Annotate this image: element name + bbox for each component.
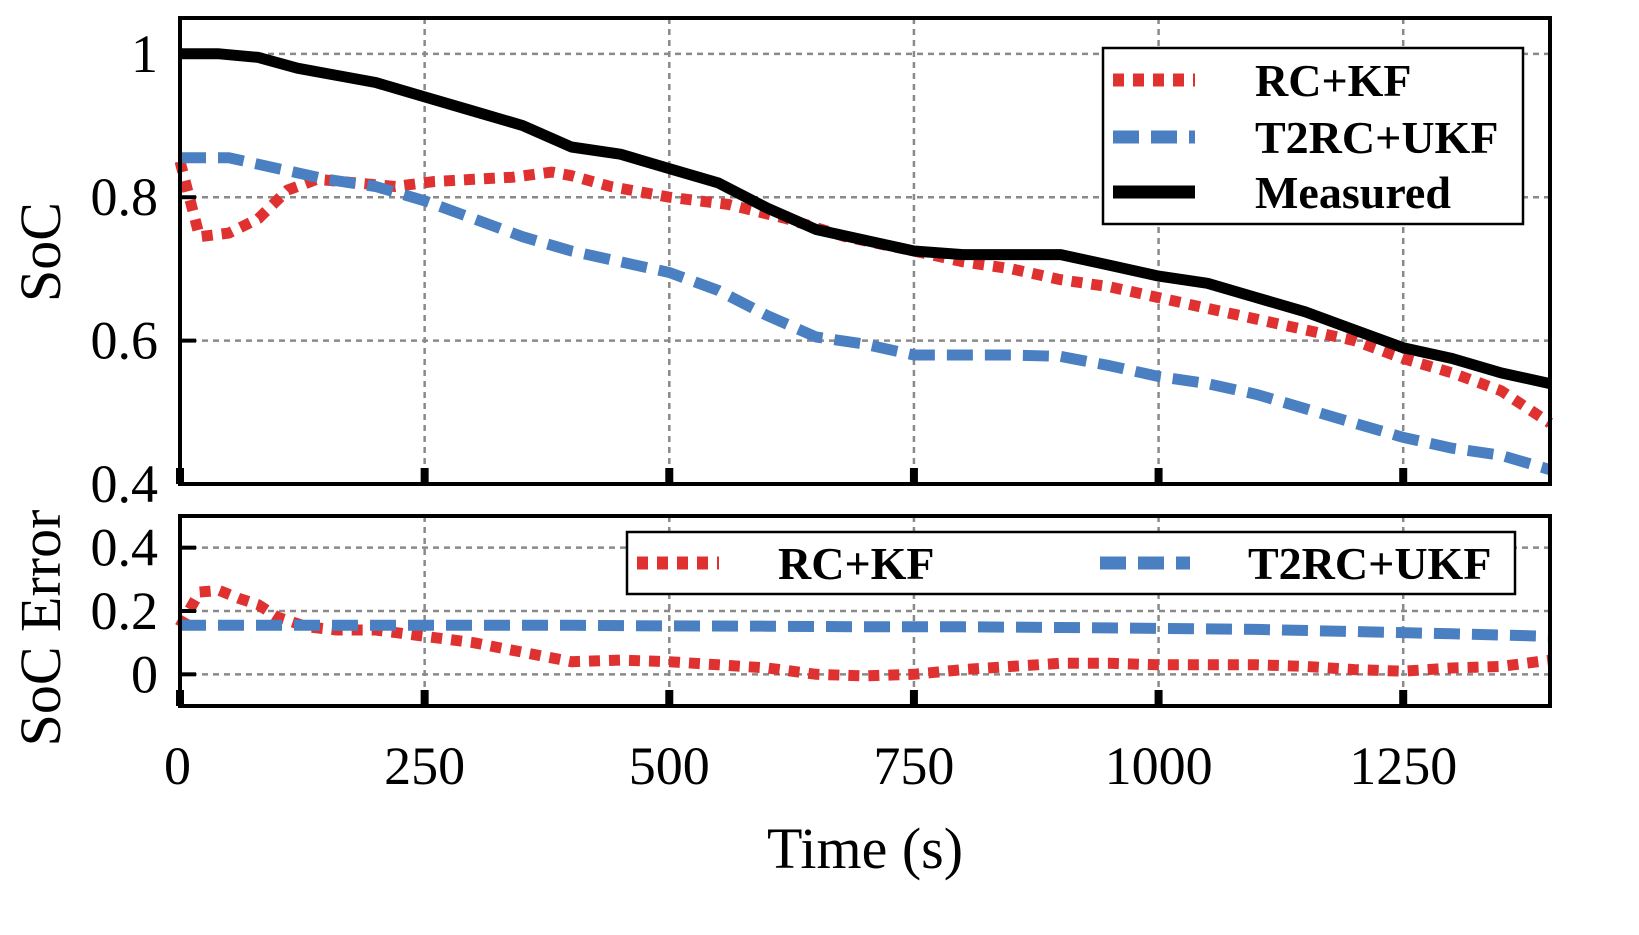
soc-error-xtick-label-250: 250 (384, 736, 465, 796)
soc-error-y-axis-title: SoC Error (8, 510, 73, 747)
soc-error-xtick-label-500: 500 (629, 736, 710, 796)
soc-error-ytick-label-0.4: 0.4 (91, 518, 159, 578)
soc-error-xtick-label-1000: 1000 (1105, 736, 1213, 796)
soc-error-xtick-label-750: 750 (873, 736, 954, 796)
x-axis-title: Time (s) (767, 816, 963, 881)
soc-ytick-label-0.4: 0.4 (91, 454, 159, 514)
soc-series-rc-kf (174, 160, 1554, 428)
soc-error-ytick-label-0.2: 0.2 (91, 581, 159, 641)
soc-ytick-label-0.6: 0.6 (91, 311, 159, 371)
legend-label-rc-kf: RC+KF (1255, 55, 1412, 106)
soc-error-legend: RC+KF T2RC+UKF (625, 530, 1517, 596)
soc-ticks: 0.4 0.6 0.8 1 (91, 24, 1408, 514)
soc-ytick-label-0.8: 0.8 (91, 167, 159, 227)
soc-legend: RC+KF T2RC+UKF Measured (1101, 46, 1525, 226)
soc-y-axis-title: SoC (8, 202, 73, 302)
soc-error-xtick-label-0: 0 (164, 736, 191, 796)
soc-ytick-label-1: 1 (131, 24, 158, 84)
legend-label-error-rc-kf: RC+KF (778, 538, 935, 589)
legend-label-measured: Measured (1255, 167, 1451, 218)
soc-error-ytick-label-0: 0 (131, 644, 158, 704)
soc-error-legend-box (625, 530, 1517, 596)
legend-label-t2rc-ukf: T2RC+UKF (1255, 112, 1498, 163)
soc-plot-frame (178, 16, 1552, 486)
soc-error-xtick-label-1250: 1250 (1349, 736, 1457, 796)
legend-label-error-t2rc-ukf: T2RC+UKF (1248, 538, 1491, 589)
soc-series-layer (174, 48, 1554, 475)
soc-error-series-rc-kf (175, 584, 1551, 682)
soc-error-series-t2rc-ukf (180, 619, 1551, 642)
soc-series-t2rc-ukf (180, 152, 1552, 475)
soc-panel: 0.4 0.6 0.8 1 RC+KF T2RC+UKF Measured SoC (8, 16, 1554, 514)
soc-series-measured (180, 48, 1552, 389)
soc-error-series-layer (175, 584, 1551, 682)
